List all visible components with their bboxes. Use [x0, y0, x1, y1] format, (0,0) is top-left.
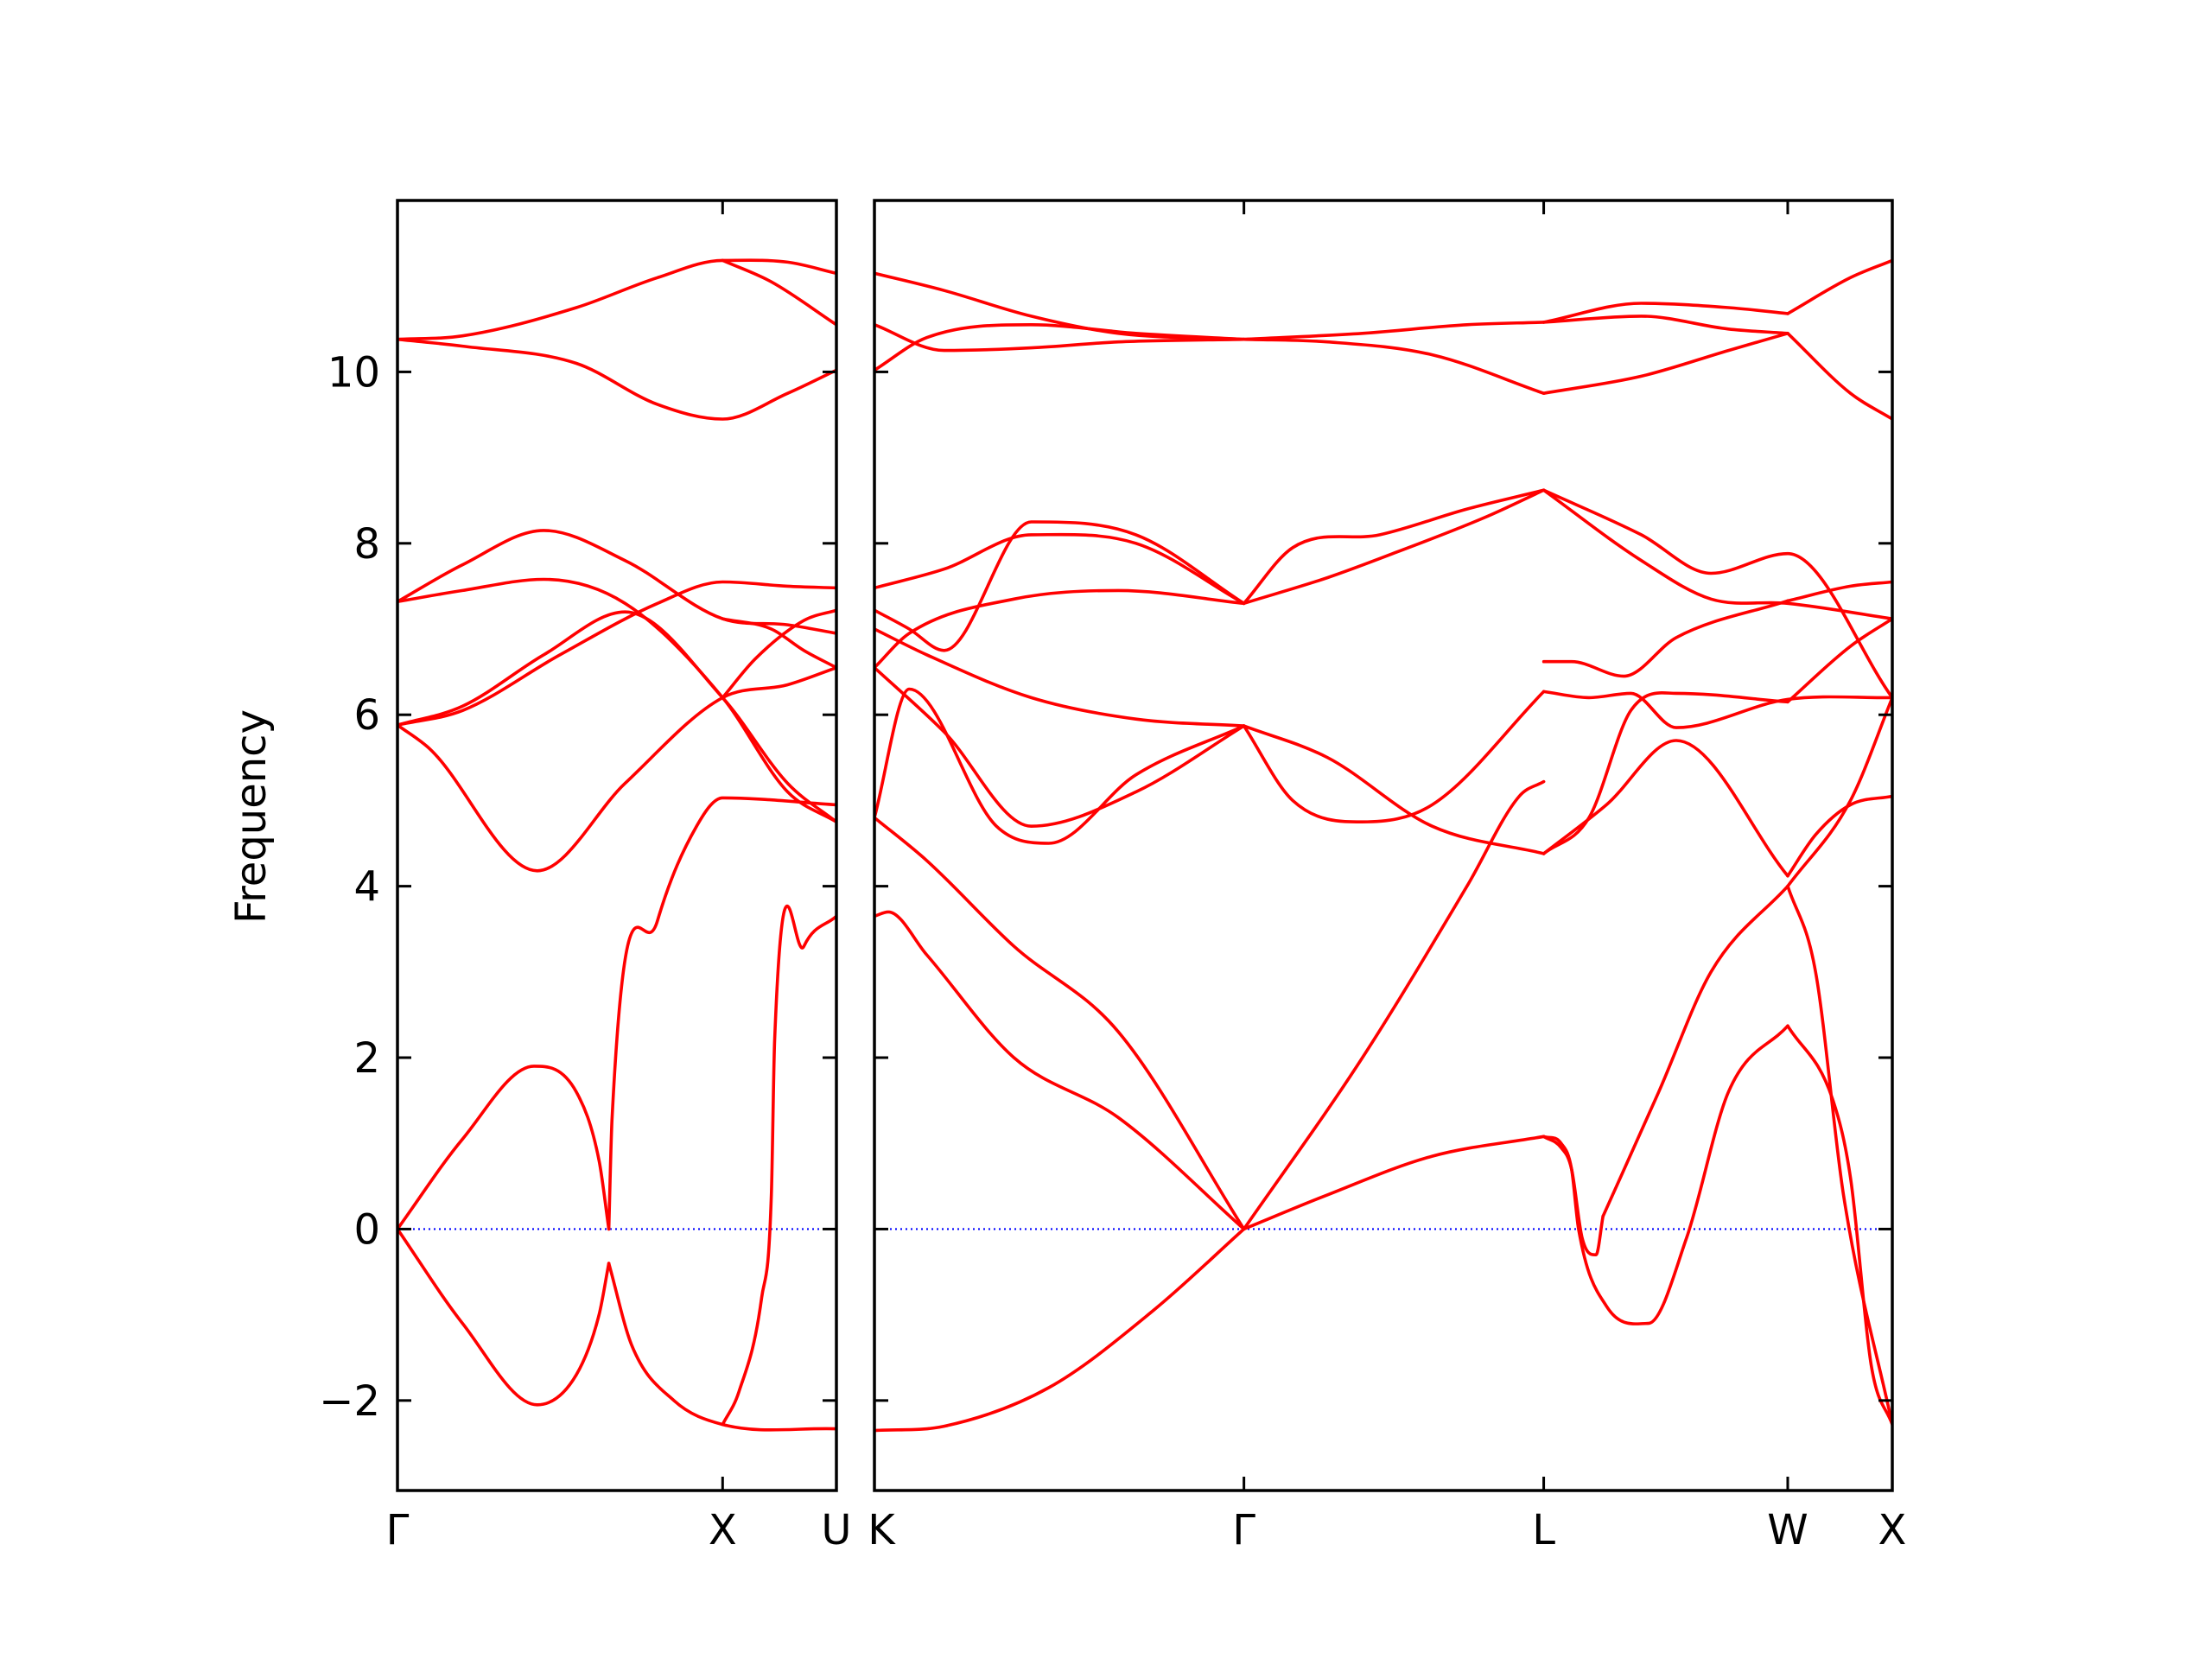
band-line	[874, 627, 1246, 728]
band-line	[874, 1227, 1246, 1433]
band-line	[1541, 315, 1789, 335]
band-line	[874, 271, 1246, 341]
x-tick-label: U	[821, 1506, 851, 1554]
band-line	[397, 610, 836, 823]
band-line	[721, 617, 836, 670]
bands-layer	[397, 258, 1892, 1433]
band-line	[1541, 691, 1789, 855]
y-axis-label: Frequency	[227, 709, 276, 924]
band-line	[1786, 696, 1892, 888]
band-line	[874, 520, 1246, 652]
band-line	[1786, 332, 1892, 421]
band-line	[721, 904, 836, 1427]
y-tick-label: 0	[353, 1205, 380, 1254]
band-line	[1786, 884, 1892, 1427]
band-line	[874, 532, 1246, 606]
x-tick-label: W	[1767, 1506, 1808, 1554]
band-line	[874, 910, 1246, 1231]
band-line	[874, 665, 1246, 828]
band-line	[1541, 739, 1789, 878]
band-line	[1601, 884, 1789, 1218]
band-line	[874, 687, 1246, 845]
band-line	[1541, 1135, 1605, 1257]
band-line	[1242, 488, 1546, 606]
band-line	[397, 1065, 611, 1231]
band-line	[1541, 1024, 1789, 1325]
band-line	[1786, 258, 1892, 315]
band-line	[721, 258, 836, 327]
band-line	[1541, 302, 1789, 324]
band-line	[874, 816, 1246, 1231]
band-line	[1786, 617, 1892, 704]
band-line	[874, 588, 1246, 670]
band-line	[1786, 1024, 1892, 1427]
band-line	[1242, 321, 1546, 341]
y-tick-label: 2	[353, 1034, 380, 1083]
band-line	[397, 529, 836, 635]
band-line	[1541, 599, 1789, 678]
panel-1-frame	[396, 199, 838, 1492]
axes-layer: −2 0 2 4 6 8 10 Γ X U K Γ L W X	[319, 199, 1907, 1554]
band-line	[397, 1227, 611, 1407]
band-line	[1541, 690, 1892, 729]
band-line	[397, 580, 836, 727]
panel-2-frame	[873, 199, 1894, 1492]
band-line	[607, 796, 836, 1231]
band-line	[1541, 332, 1789, 395]
x-tick-label: L	[1532, 1506, 1555, 1554]
band-line	[874, 323, 1246, 353]
band-line	[1242, 724, 1546, 855]
band-line	[607, 1262, 836, 1432]
band-line	[397, 337, 836, 421]
y-tick-label: 10	[327, 348, 380, 397]
band-line	[397, 665, 836, 873]
band-line	[1541, 488, 1892, 700]
band-line	[1786, 794, 1892, 878]
band-line	[1541, 488, 1892, 620]
band-line	[1242, 779, 1546, 1231]
band-line	[397, 258, 836, 341]
band-line	[1242, 488, 1546, 606]
band-line	[721, 608, 836, 700]
y-tick-label: 6	[353, 691, 380, 740]
band-line	[1786, 580, 1892, 603]
band-line	[1242, 337, 1546, 395]
band-line	[874, 322, 1246, 372]
x-tick-label: X	[709, 1506, 737, 1554]
band-line	[1242, 690, 1546, 823]
band-line	[397, 577, 836, 823]
band-line	[1242, 1135, 1546, 1231]
x-tick-label: Γ	[1232, 1506, 1255, 1554]
x-tick-label: Γ	[386, 1506, 410, 1554]
x-tick-label: X	[1878, 1506, 1907, 1554]
x-tick-label: K	[868, 1506, 896, 1554]
y-tick-label: 8	[353, 520, 380, 569]
y-tick-label: 4	[353, 863, 380, 912]
panel-1-bands	[397, 258, 836, 1432]
y-tick-label: −2	[319, 1377, 380, 1426]
panel-2-bands	[874, 258, 1892, 1433]
